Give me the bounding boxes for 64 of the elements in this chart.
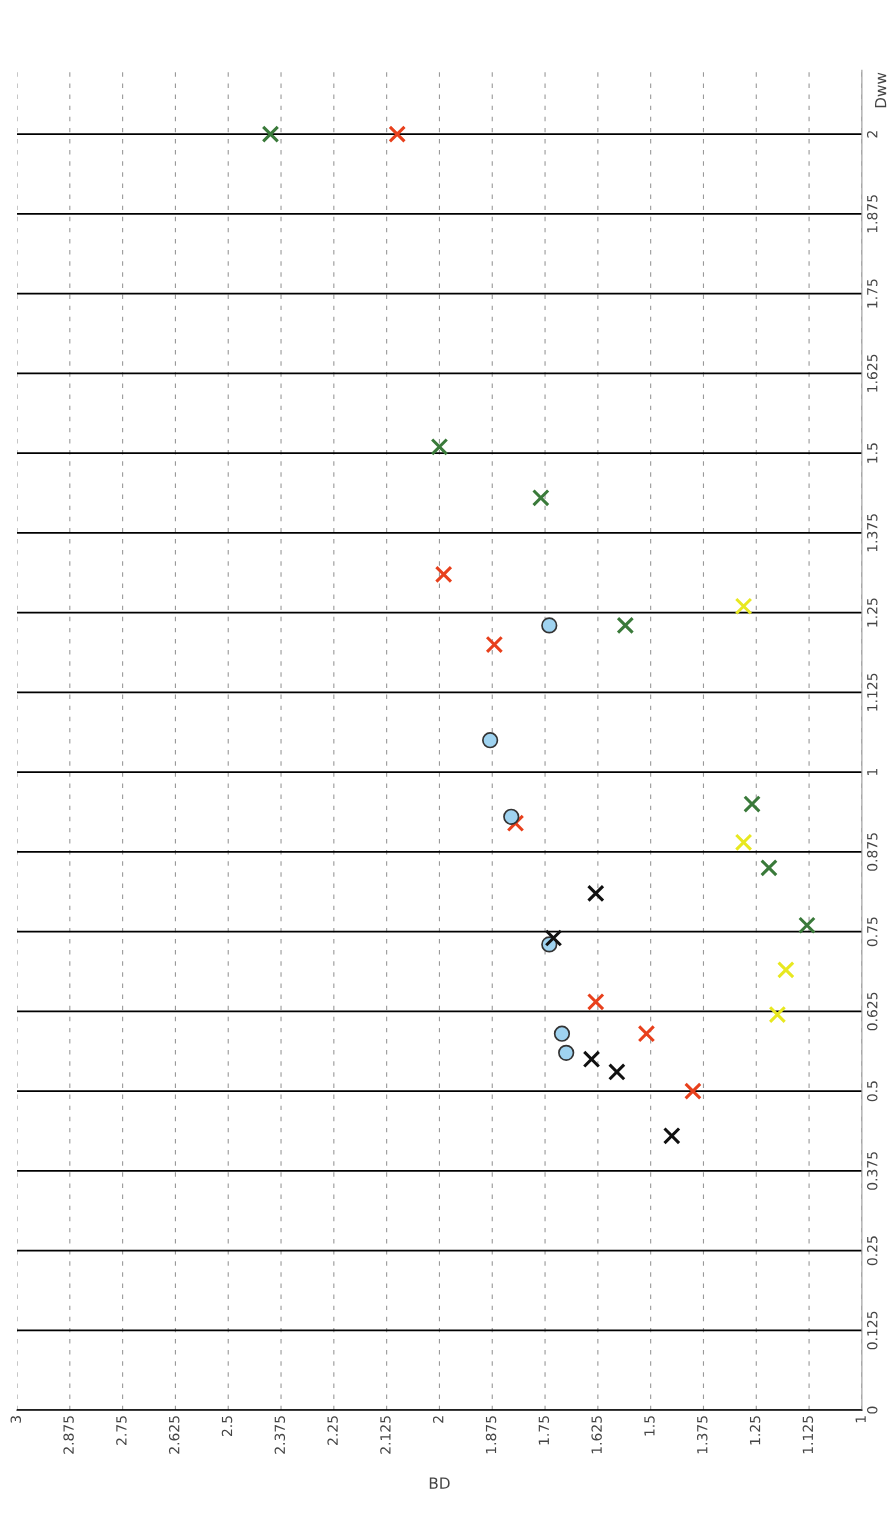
y-tick-label: 1.625 [866, 354, 878, 392]
y-tick-label: 0.875 [866, 833, 878, 871]
x-tick-label: 2.375 [274, 1416, 286, 1454]
x-tick-label: 2.625 [168, 1416, 180, 1454]
point [503, 808, 520, 825]
y-tick-label: 0.625 [866, 992, 878, 1031]
y-tick-label: 1.375 [866, 514, 878, 552]
point [734, 597, 753, 616]
point [434, 565, 453, 584]
y-tick-label: 0.75 [866, 917, 878, 947]
x-tick-label: 2.25 [327, 1416, 338, 1445]
x-tick-label: 1.5 [644, 1416, 655, 1436]
point [734, 833, 753, 852]
point [760, 859, 778, 877]
point [616, 616, 635, 635]
y-tick-label: 0.5 [866, 1081, 878, 1102]
x-tick-label: 1.375 [696, 1416, 708, 1454]
point [482, 732, 499, 749]
x-tick-label: 3 [10, 1416, 22, 1423]
y-tick-label: 0 [866, 1406, 878, 1414]
y-tick-label: 1.5 [867, 443, 878, 463]
point [608, 1063, 626, 1081]
point [586, 884, 605, 903]
y-axis-title: Dww [875, 72, 887, 108]
y-tick-label: 0.25 [866, 1236, 878, 1266]
y-tick-label: 1 [867, 769, 878, 776]
point [582, 1050, 601, 1069]
y-tick-label: 0.125 [866, 1311, 878, 1350]
x-tick-label: 1.625 [591, 1416, 602, 1454]
x-tick-label: 1.25 [749, 1416, 761, 1445]
point [261, 125, 280, 143]
point [777, 961, 795, 979]
point [485, 635, 504, 654]
point [544, 929, 563, 947]
point [637, 1024, 656, 1043]
x-tick-label: 2.875 [63, 1416, 74, 1454]
point [558, 1044, 575, 1061]
point [532, 488, 550, 507]
y-tick-label: 1.125 [866, 673, 878, 711]
x-tick-label: 2.5 [221, 1416, 233, 1437]
x-tick-label: 1.75 [538, 1416, 550, 1445]
point [430, 437, 449, 456]
point [662, 1126, 681, 1145]
x-tick-label: 2.125 [380, 1416, 391, 1454]
y-tick-label: 2 [866, 131, 878, 138]
x-tick-label: 1.875 [485, 1416, 497, 1454]
y-tick-label: 1.25 [866, 598, 878, 627]
point [506, 814, 525, 832]
point [684, 1082, 702, 1100]
point [768, 1005, 787, 1024]
point [541, 617, 558, 634]
x-tick-label: 2 [432, 1416, 444, 1423]
point [586, 992, 605, 1011]
point [743, 795, 761, 813]
y-tick-label: 0.375 [866, 1152, 878, 1190]
x-axis-title: BD [429, 1477, 450, 1489]
y-tick-label: 1.75 [867, 279, 878, 308]
point [553, 1025, 571, 1042]
y-tick-label: 1.875 [866, 195, 878, 233]
x-tick-label: 1.125 [802, 1416, 814, 1454]
point [388, 125, 407, 143]
x-tick-label: 2.75 [116, 1416, 127, 1445]
point [798, 916, 816, 935]
x-tick-label: 1 [855, 1416, 866, 1423]
